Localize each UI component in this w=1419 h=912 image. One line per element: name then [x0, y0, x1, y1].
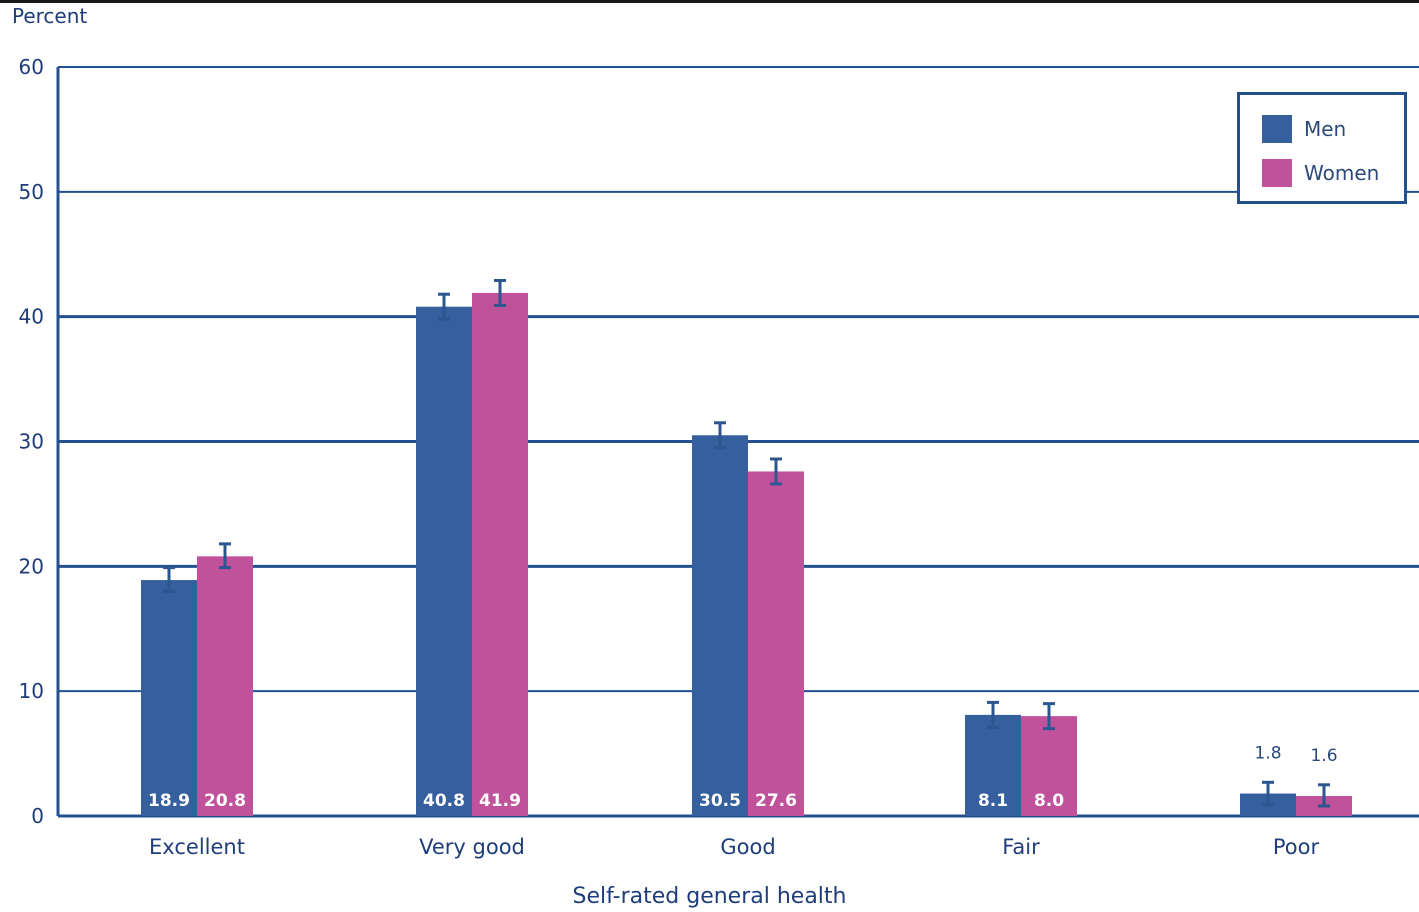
data-label-men-0: 18.9	[148, 791, 190, 811]
data-label-women-3: 8.0	[1034, 791, 1064, 811]
y-tick-label-60: 60	[19, 55, 44, 79]
legend-swatch-men	[1262, 115, 1292, 143]
y-tick-label-30: 30	[19, 430, 44, 454]
data-label-women-1: 41.9	[479, 791, 521, 811]
legend-item-men: Men	[1262, 115, 1346, 143]
x-tick-label-poor: Poor	[1273, 835, 1320, 859]
data-label-men-2: 30.5	[699, 791, 741, 811]
bar-women-very-good	[472, 292, 528, 816]
y-tick-label-50: 50	[19, 180, 44, 204]
bar-women-excellent	[197, 556, 253, 816]
y-axis-label: Percent	[12, 4, 88, 28]
bar-men-fair	[965, 714, 1021, 816]
bar-men-good	[692, 435, 748, 816]
legend: Men Women	[1237, 92, 1407, 204]
x-tick-label-very-good: Very good	[419, 835, 525, 859]
data-label-men-1: 40.8	[423, 791, 465, 811]
data-label-men-3: 8.1	[978, 791, 1008, 811]
y-tick-label-10: 10	[19, 679, 44, 703]
legend-swatch-women	[1262, 159, 1292, 187]
x-axis-title: Self-rated general health	[572, 884, 847, 909]
data-label-women-2: 27.6	[755, 791, 797, 811]
top-border	[0, 0, 1419, 3]
x-tick-label-good: Good	[720, 835, 775, 859]
bar-women-good	[748, 471, 804, 816]
x-tick-label-excellent: Excellent	[149, 835, 245, 859]
data-label-men-4: 1.8	[1254, 743, 1281, 763]
x-tick-label-fair: Fair	[1002, 835, 1040, 859]
bar-women-fair	[1021, 716, 1077, 816]
legend-label-men: Men	[1304, 117, 1347, 141]
legend-label-women: Women	[1304, 161, 1380, 185]
data-label-women-0: 20.8	[204, 791, 246, 811]
y-tick-label-20: 20	[19, 554, 44, 578]
bar-men-very-good	[416, 306, 472, 816]
y-tick-label-40: 40	[19, 305, 44, 329]
y-tick-label-0: 0	[31, 804, 44, 828]
data-label-women-4: 1.6	[1310, 746, 1337, 766]
bar-men-excellent	[141, 580, 197, 816]
legend-item-women: Women	[1262, 159, 1379, 187]
